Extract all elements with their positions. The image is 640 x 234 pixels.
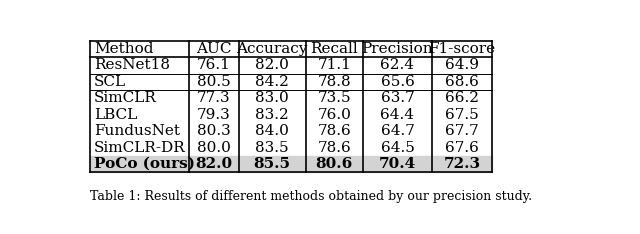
Text: 66.2: 66.2	[445, 91, 479, 105]
Text: 63.7: 63.7	[381, 91, 414, 105]
Text: 77.3: 77.3	[197, 91, 231, 105]
Text: 83.5: 83.5	[255, 141, 289, 155]
Text: 80.3: 80.3	[197, 124, 231, 138]
Text: 76.1: 76.1	[197, 58, 231, 72]
Text: Table 1: Results of different methods obtained by our precision study.: Table 1: Results of different methods ob…	[90, 190, 532, 203]
Text: LBCL: LBCL	[94, 108, 137, 122]
Text: 72.3: 72.3	[444, 157, 481, 171]
Text: 64.5: 64.5	[381, 141, 414, 155]
Text: Method: Method	[94, 42, 154, 56]
Text: 64.9: 64.9	[445, 58, 479, 72]
Text: 62.4: 62.4	[380, 58, 415, 72]
Text: F1-score: F1-score	[428, 42, 495, 56]
Text: 68.6: 68.6	[445, 75, 479, 89]
Text: 64.7: 64.7	[381, 124, 414, 138]
Text: 67.7: 67.7	[445, 124, 479, 138]
Text: 80.6: 80.6	[316, 157, 353, 171]
Text: 73.5: 73.5	[317, 91, 351, 105]
Text: SCL: SCL	[94, 75, 126, 89]
Text: FundusNet: FundusNet	[94, 124, 180, 138]
Text: 83.0: 83.0	[255, 91, 289, 105]
Text: 70.4: 70.4	[379, 157, 416, 171]
Text: 78.8: 78.8	[317, 75, 351, 89]
Text: 84.0: 84.0	[255, 124, 289, 138]
Text: ResNet18: ResNet18	[94, 58, 170, 72]
Text: 82.0: 82.0	[195, 157, 232, 171]
Text: PoCo (ours): PoCo (ours)	[94, 157, 195, 171]
Text: 76.0: 76.0	[317, 108, 351, 122]
Text: 84.2: 84.2	[255, 75, 289, 89]
Text: SimCLR-DR: SimCLR-DR	[94, 141, 186, 155]
Text: 82.0: 82.0	[255, 58, 289, 72]
Text: 79.3: 79.3	[197, 108, 231, 122]
Text: Precision: Precision	[362, 42, 433, 56]
Text: 80.5: 80.5	[197, 75, 231, 89]
Text: 64.4: 64.4	[380, 108, 415, 122]
Bar	[90, 156, 492, 172]
Text: Recall: Recall	[310, 42, 358, 56]
Text: 85.5: 85.5	[253, 157, 291, 171]
Text: 67.6: 67.6	[445, 141, 479, 155]
Text: AUC: AUC	[196, 42, 232, 56]
Text: 71.1: 71.1	[317, 58, 351, 72]
Text: 67.5: 67.5	[445, 108, 479, 122]
Text: Accuracy: Accuracy	[237, 42, 308, 56]
Text: 78.6: 78.6	[317, 141, 351, 155]
Text: 83.2: 83.2	[255, 108, 289, 122]
Text: SimCLR: SimCLR	[94, 91, 157, 105]
Text: 65.6: 65.6	[381, 75, 414, 89]
Text: 78.6: 78.6	[317, 124, 351, 138]
Text: 80.0: 80.0	[197, 141, 231, 155]
